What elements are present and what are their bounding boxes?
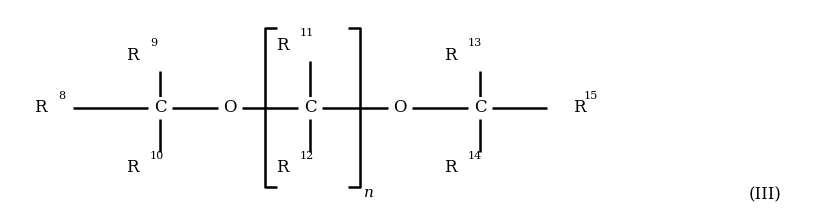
Text: R: R <box>445 160 457 177</box>
Text: R: R <box>573 100 586 117</box>
Text: R: R <box>276 160 289 177</box>
Text: 13: 13 <box>468 38 483 48</box>
Text: R: R <box>276 37 289 54</box>
Text: 12: 12 <box>300 151 314 161</box>
Text: 8: 8 <box>58 91 65 101</box>
Text: R: R <box>126 160 139 177</box>
Text: C: C <box>153 100 167 117</box>
Text: 11: 11 <box>300 28 314 38</box>
Text: R: R <box>35 100 47 117</box>
Text: 15: 15 <box>584 91 598 101</box>
Text: (III): (III) <box>748 186 781 204</box>
Text: 9: 9 <box>150 38 157 48</box>
Text: R: R <box>126 46 139 63</box>
Text: C: C <box>304 100 316 117</box>
Text: 14: 14 <box>468 151 483 161</box>
Text: O: O <box>224 100 237 117</box>
Text: 10: 10 <box>150 151 164 161</box>
Text: R: R <box>445 46 457 63</box>
Text: O: O <box>394 100 407 117</box>
Text: C: C <box>474 100 486 117</box>
Text: n: n <box>364 186 374 200</box>
